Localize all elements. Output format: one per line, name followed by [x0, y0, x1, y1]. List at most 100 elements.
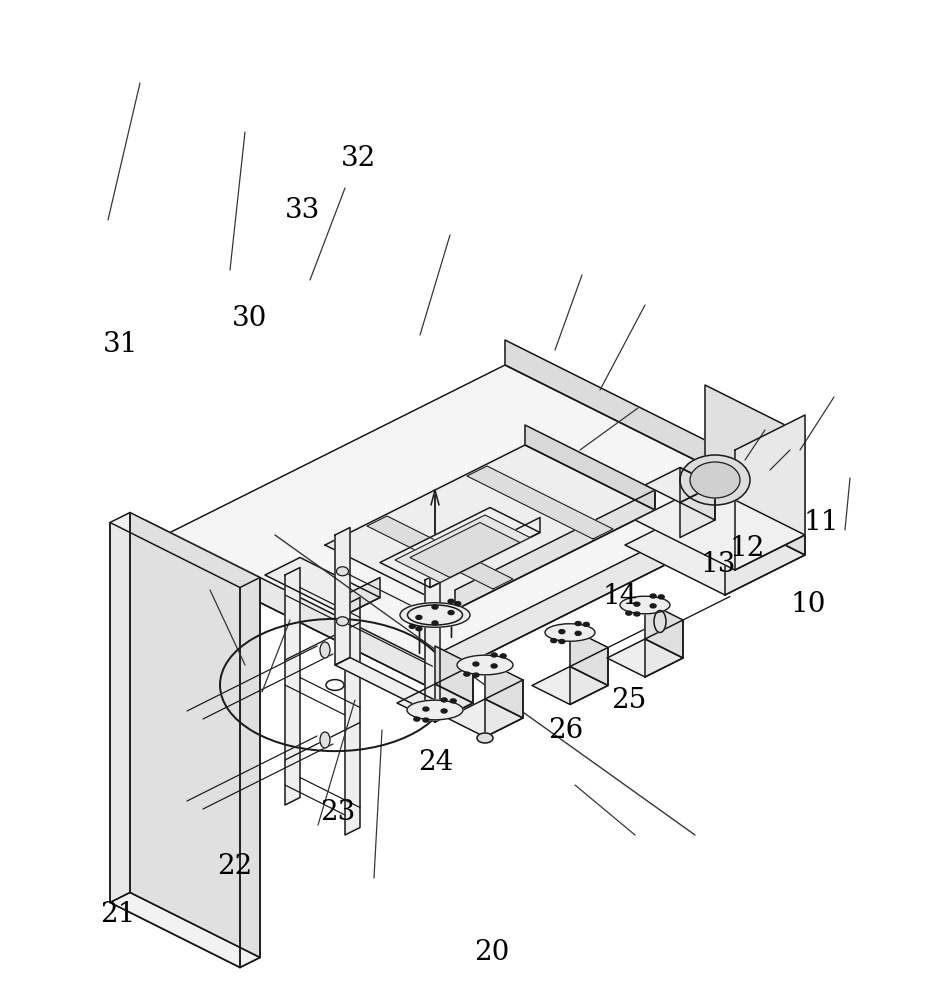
Polygon shape [455, 490, 655, 610]
Ellipse shape [408, 605, 463, 625]
Polygon shape [345, 597, 360, 835]
Ellipse shape [583, 622, 589, 626]
Polygon shape [110, 892, 260, 968]
Ellipse shape [575, 622, 581, 626]
Polygon shape [240, 578, 260, 968]
Ellipse shape [423, 707, 429, 711]
Ellipse shape [500, 654, 506, 658]
Ellipse shape [680, 455, 750, 505]
Text: 33: 33 [285, 196, 320, 224]
Ellipse shape [658, 595, 664, 599]
Polygon shape [485, 661, 523, 718]
Ellipse shape [559, 630, 565, 634]
Polygon shape [145, 520, 425, 685]
Ellipse shape [650, 604, 656, 608]
Polygon shape [130, 512, 260, 958]
Text: 10: 10 [790, 591, 826, 618]
Ellipse shape [634, 612, 640, 616]
Polygon shape [725, 435, 805, 595]
Polygon shape [345, 578, 380, 615]
Polygon shape [570, 648, 608, 704]
Polygon shape [607, 639, 683, 677]
Ellipse shape [407, 700, 463, 720]
Ellipse shape [545, 624, 595, 641]
Text: 24: 24 [418, 748, 453, 776]
Ellipse shape [690, 462, 740, 498]
Polygon shape [635, 485, 805, 570]
Polygon shape [447, 699, 523, 737]
Polygon shape [265, 558, 380, 615]
Polygon shape [395, 515, 530, 582]
Ellipse shape [620, 596, 670, 614]
Polygon shape [505, 340, 785, 505]
Text: 31: 31 [103, 332, 139, 359]
Polygon shape [570, 629, 608, 686]
Text: 11: 11 [803, 510, 839, 536]
Polygon shape [425, 480, 785, 685]
Ellipse shape [477, 733, 493, 743]
Polygon shape [645, 620, 683, 677]
Text: 30: 30 [232, 305, 267, 332]
Ellipse shape [634, 602, 640, 606]
Ellipse shape [416, 627, 422, 631]
Ellipse shape [416, 615, 422, 619]
Polygon shape [467, 466, 613, 539]
Ellipse shape [441, 698, 447, 702]
Text: 20: 20 [474, 938, 509, 965]
Text: 32: 32 [341, 144, 376, 172]
Ellipse shape [451, 699, 456, 703]
Text: 22: 22 [217, 852, 252, 880]
Ellipse shape [473, 662, 479, 666]
Polygon shape [735, 415, 805, 570]
Polygon shape [110, 512, 130, 902]
Polygon shape [645, 468, 715, 502]
Polygon shape [397, 684, 473, 722]
Polygon shape [335, 658, 440, 710]
Polygon shape [645, 601, 683, 658]
Polygon shape [435, 646, 473, 703]
Ellipse shape [654, 610, 666, 633]
Ellipse shape [320, 732, 330, 748]
Ellipse shape [410, 624, 415, 628]
Text: 12: 12 [730, 534, 765, 562]
Polygon shape [410, 522, 520, 578]
Polygon shape [435, 665, 473, 722]
Polygon shape [285, 568, 300, 805]
Text: 25: 25 [611, 686, 646, 713]
Polygon shape [485, 680, 523, 737]
Ellipse shape [650, 594, 656, 598]
Ellipse shape [441, 709, 447, 713]
Ellipse shape [491, 653, 497, 657]
Polygon shape [325, 445, 655, 610]
Text: 23: 23 [320, 798, 356, 826]
Ellipse shape [320, 642, 330, 658]
Polygon shape [425, 572, 440, 710]
Ellipse shape [400, 603, 470, 627]
Ellipse shape [413, 717, 420, 721]
Ellipse shape [448, 599, 454, 603]
Ellipse shape [432, 621, 438, 625]
Polygon shape [430, 518, 540, 587]
Ellipse shape [575, 631, 581, 635]
Polygon shape [145, 365, 785, 685]
Polygon shape [335, 528, 350, 665]
Polygon shape [525, 425, 655, 510]
Text: 13: 13 [701, 551, 736, 578]
Ellipse shape [491, 664, 497, 668]
Ellipse shape [559, 639, 565, 643]
Ellipse shape [626, 611, 632, 615]
Polygon shape [680, 485, 715, 538]
Ellipse shape [464, 672, 470, 676]
Polygon shape [625, 505, 805, 595]
Text: 26: 26 [548, 716, 584, 744]
Polygon shape [680, 468, 715, 520]
Ellipse shape [448, 611, 454, 615]
Ellipse shape [336, 567, 348, 576]
Text: 21: 21 [101, 902, 136, 928]
Ellipse shape [336, 617, 348, 626]
Polygon shape [532, 666, 608, 704]
Polygon shape [367, 516, 513, 589]
Ellipse shape [473, 673, 479, 677]
Ellipse shape [551, 639, 557, 643]
Ellipse shape [423, 718, 429, 722]
